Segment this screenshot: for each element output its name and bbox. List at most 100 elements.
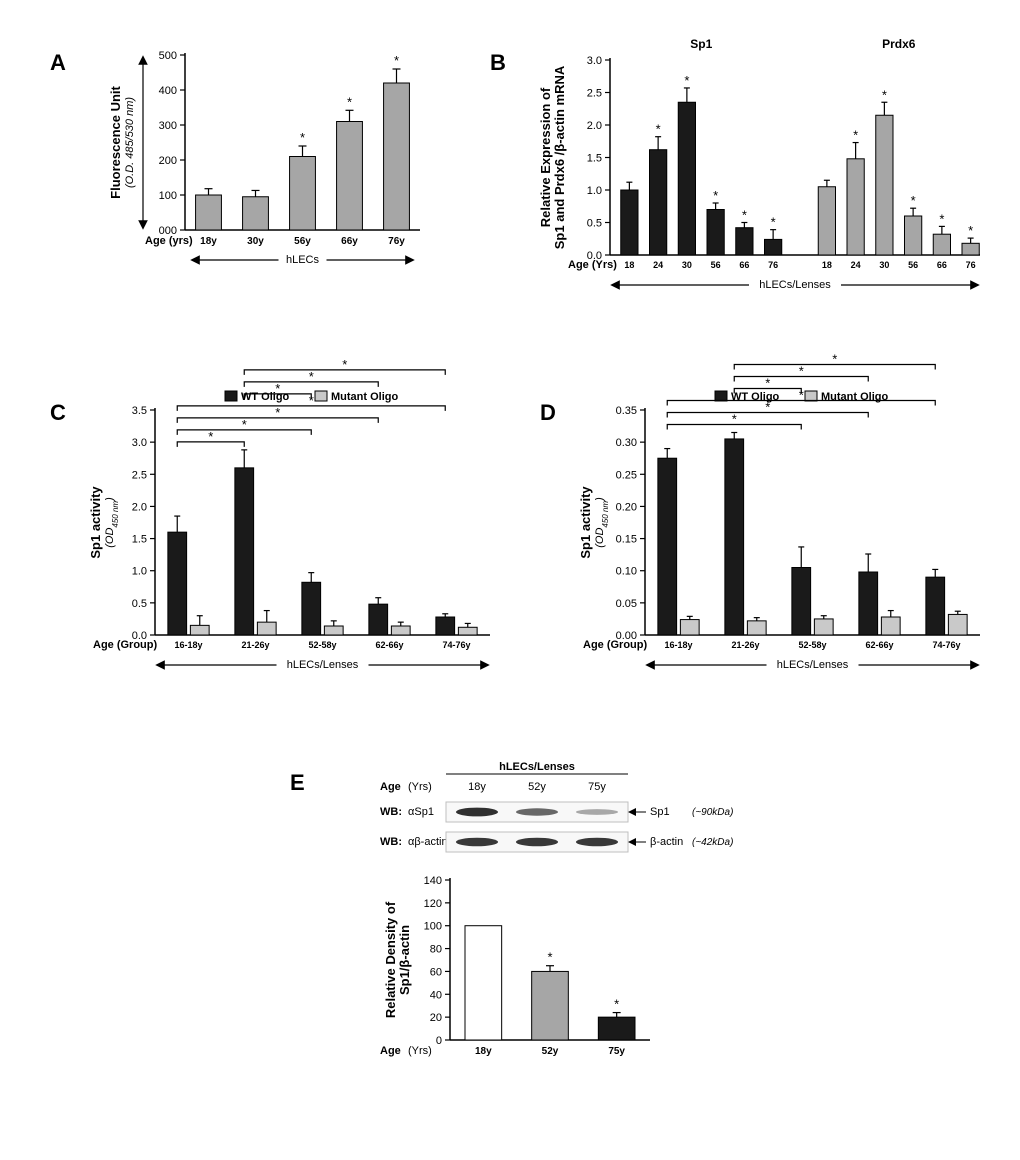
svg-text:Age: Age: [380, 781, 401, 793]
svg-text:0.30: 0.30: [616, 437, 637, 449]
svg-text:hLECs/Lenses: hLECs/Lenses: [759, 279, 831, 291]
svg-text:WB:: WB:: [380, 806, 402, 818]
svg-text:*: *: [684, 73, 689, 88]
panel-d-label: D: [540, 400, 556, 426]
svg-text:400: 400: [159, 85, 177, 97]
svg-text:WB:: WB:: [380, 836, 402, 848]
svg-text:56: 56: [711, 260, 721, 270]
svg-text:18y: 18y: [475, 1046, 492, 1057]
svg-text:hLECs/Lenses: hLECs/Lenses: [287, 659, 359, 671]
svg-text:0.15: 0.15: [616, 534, 637, 546]
svg-text:30: 30: [879, 260, 889, 270]
svg-text:*: *: [208, 429, 213, 444]
svg-text:*: *: [713, 188, 718, 203]
svg-text:Sp1 activity: Sp1 activity: [88, 486, 103, 559]
svg-text:hLECs: hLECs: [286, 254, 320, 266]
svg-text:Sp1: Sp1: [690, 37, 712, 51]
svg-text:Fluorescence Unit: Fluorescence Unit: [108, 85, 123, 198]
svg-text:*: *: [614, 997, 619, 1012]
svg-text:100: 100: [424, 921, 442, 933]
svg-text:*: *: [300, 130, 305, 145]
svg-text:0.10: 0.10: [616, 566, 637, 578]
svg-text:*: *: [853, 128, 858, 143]
svg-text:24: 24: [851, 260, 861, 270]
svg-text:140: 140: [424, 875, 442, 887]
svg-text:500: 500: [159, 50, 177, 62]
svg-text:0.25: 0.25: [616, 469, 637, 481]
svg-text:3.0: 3.0: [132, 437, 147, 449]
svg-text:Sp1 and Prdx6 /β-actin mRNA: Sp1 and Prdx6 /β-actin mRNA: [552, 65, 567, 249]
svg-text:*: *: [656, 122, 661, 137]
svg-text:2.5: 2.5: [132, 469, 147, 481]
svg-text:75y: 75y: [588, 781, 606, 793]
svg-text:2.0: 2.0: [132, 501, 147, 513]
svg-text:*: *: [242, 417, 247, 432]
svg-text:18: 18: [822, 260, 832, 270]
svg-text:1.5: 1.5: [132, 534, 147, 546]
svg-text:76y: 76y: [388, 236, 405, 247]
svg-text:2.0: 2.0: [587, 120, 602, 132]
svg-text:Sp1: Sp1: [650, 806, 670, 818]
panel-d-chart: 0.000.050.100.150.200.250.300.35Sp1 acti…: [560, 385, 1000, 715]
svg-text:52-58y: 52-58y: [798, 640, 826, 650]
svg-text:75y: 75y: [608, 1046, 625, 1057]
svg-text:*: *: [742, 208, 747, 223]
svg-text:3.0: 3.0: [587, 55, 602, 67]
svg-text:*: *: [799, 364, 804, 379]
svg-text:24: 24: [653, 260, 663, 270]
svg-text:0: 0: [436, 1035, 442, 1047]
svg-text:30: 30: [682, 260, 692, 270]
svg-text:Age: Age: [380, 1045, 401, 1057]
svg-text:Age (Group): Age (Group): [93, 639, 157, 651]
svg-text:21-26y: 21-26y: [731, 640, 759, 650]
svg-text:66: 66: [937, 260, 947, 270]
svg-text:76: 76: [966, 260, 976, 270]
svg-text:2.5: 2.5: [587, 88, 602, 100]
svg-text:18y: 18y: [200, 236, 217, 247]
svg-text:Mutant Oligo: Mutant Oligo: [331, 391, 398, 403]
svg-text:0.5: 0.5: [587, 218, 602, 230]
svg-text:(~42kDa): (~42kDa): [692, 837, 733, 848]
svg-text:*: *: [832, 352, 837, 367]
svg-text:0.20: 0.20: [616, 501, 637, 513]
svg-text:52y: 52y: [542, 1046, 559, 1057]
svg-text:hLECs/Lenses: hLECs/Lenses: [499, 761, 575, 773]
svg-text:0.5: 0.5: [132, 598, 147, 610]
svg-text:Age (Yrs): Age (Yrs): [568, 259, 617, 271]
svg-text:*: *: [732, 412, 737, 427]
svg-text:66y: 66y: [341, 236, 358, 247]
svg-text:(O.D. 485/530 nm): (O.D. 485/530 nm): [124, 97, 136, 188]
svg-text:62-66y: 62-66y: [865, 640, 893, 650]
svg-text:1.0: 1.0: [132, 566, 147, 578]
svg-text:*: *: [309, 369, 314, 384]
svg-text:20: 20: [430, 1012, 442, 1024]
svg-text:56: 56: [908, 260, 918, 270]
svg-text:52-58y: 52-58y: [308, 640, 336, 650]
svg-text:1.0: 1.0: [587, 185, 602, 197]
svg-text:300: 300: [159, 120, 177, 132]
svg-text:*: *: [765, 376, 770, 391]
svg-text:*: *: [342, 357, 347, 372]
svg-text:*: *: [939, 211, 944, 226]
svg-text:Relative Expression of: Relative Expression of: [538, 87, 553, 227]
svg-text:hLECs/Lenses: hLECs/Lenses: [777, 659, 849, 671]
svg-text:(Yrs): (Yrs): [408, 781, 432, 793]
panel-e-content: hLECs/LensesAge(Yrs)18y52y75yWB:αSp1Sp1 …: [320, 760, 790, 1120]
svg-text:(OD450 nm): (OD450 nm): [594, 497, 610, 548]
svg-text:100: 100: [159, 190, 177, 202]
svg-text:60: 60: [430, 966, 442, 978]
panel-c-chart: 0.00.51.01.52.02.53.03.5Sp1 activity(OD4…: [70, 385, 510, 715]
svg-text:*: *: [771, 215, 776, 230]
svg-text:74-76y: 74-76y: [932, 640, 960, 650]
svg-text:62-66y: 62-66y: [375, 640, 403, 650]
panel-b-label: B: [490, 50, 506, 76]
svg-text:16-18y: 16-18y: [664, 640, 692, 650]
svg-text:Sp1/β-actin: Sp1/β-actin: [397, 925, 412, 995]
svg-text:(OD450 nm): (OD450 nm): [104, 497, 120, 548]
svg-text:Prdx6: Prdx6: [882, 37, 916, 51]
svg-text:66: 66: [739, 260, 749, 270]
svg-text:αSp1: αSp1: [408, 806, 434, 818]
svg-text:Sp1 activity: Sp1 activity: [578, 486, 593, 559]
svg-text:1.5: 1.5: [587, 153, 602, 165]
svg-text:80: 80: [430, 944, 442, 956]
